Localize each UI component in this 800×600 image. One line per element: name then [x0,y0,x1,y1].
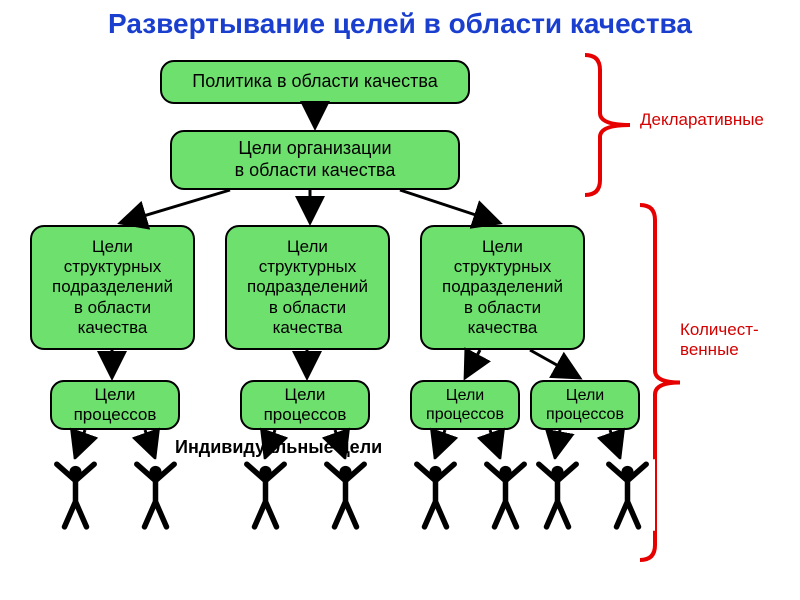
box-org-text: Цели организациив области качества [235,138,396,181]
box-dept2-text: Целиструктурныхподразделенийв областикач… [247,237,368,339]
box-dept1-text: Целиструктурныхподразделенийв областикач… [52,237,173,339]
box-policy: Политика в области качества [160,60,470,104]
label-individual: Индивидуальные цели [175,437,382,458]
box-proc-1: Целипроцессов [50,380,180,430]
person-icon [530,459,585,531]
box-dept-1: Целиструктурныхподразделенийв областикач… [30,225,195,350]
box-policy-text: Политика в области качества [192,71,437,93]
box-proc2-text: Целипроцессов [264,385,347,426]
box-dept-2: Целиструктурныхподразделенийв областикач… [225,225,390,350]
page-title: Развертывание целей в области качества [0,0,800,44]
person-icon [48,459,103,531]
box-org-goals: Цели организациив области качества [170,130,460,190]
person-icon [600,459,655,531]
box-dept3-text: Целиструктурныхподразделенийв областикач… [442,237,563,339]
box-proc4-text: Целипроцессов [546,386,624,424]
person-icon [478,459,533,531]
box-proc-3: Целипроцессов [410,380,520,430]
box-dept-3: Целиструктурныхподразделенийв областикач… [420,225,585,350]
box-proc3-text: Целипроцессов [426,386,504,424]
label-quantitative: Количест-венные [680,320,759,360]
person-icon [238,459,293,531]
box-proc1-text: Целипроцессов [74,385,157,426]
person-icon [318,459,373,531]
person-icon [408,459,463,531]
box-proc-4: Целипроцессов [530,380,640,430]
box-proc-2: Целипроцессов [240,380,370,430]
person-icon [128,459,183,531]
label-declarative: Декларативные [640,110,764,130]
